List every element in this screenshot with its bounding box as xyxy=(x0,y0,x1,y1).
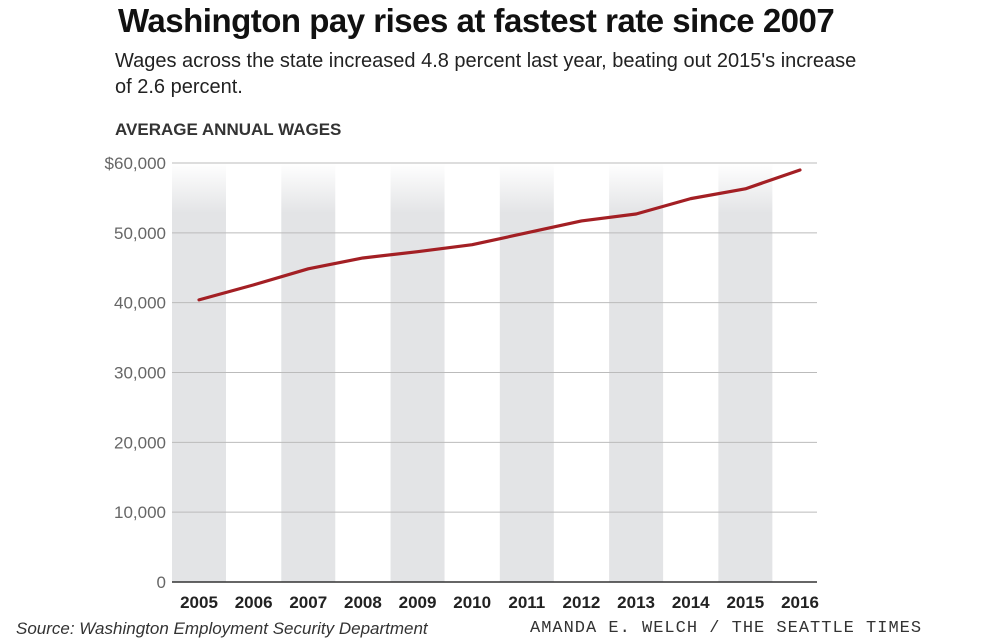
y-tick-label: 20,000 xyxy=(114,433,166,452)
x-tick-label: 2007 xyxy=(289,593,327,612)
x-tick-label: 2010 xyxy=(453,593,491,612)
x-tick-label: 2009 xyxy=(399,593,437,612)
x-tick-label: 2005 xyxy=(180,593,218,612)
y-tick-label: $60,000 xyxy=(105,154,166,173)
credit-note: AMANDA E. WELCH / THE SEATTLE TIMES xyxy=(530,619,922,638)
y-tick-label: 0 xyxy=(157,573,166,592)
y-tick-label: 30,000 xyxy=(114,364,166,383)
source-note: Source: Washington Employment Security D… xyxy=(16,619,428,639)
x-tick-label: 2015 xyxy=(726,593,764,612)
x-tick-label: 2011 xyxy=(508,593,545,612)
x-tick-label: 2016 xyxy=(781,593,819,612)
y-tick-label: 40,000 xyxy=(114,294,166,313)
y-tick-label: 10,000 xyxy=(114,503,166,522)
x-tick-label: 2006 xyxy=(235,593,273,612)
x-tick-label: 2014 xyxy=(672,593,710,612)
x-tick-label: 2012 xyxy=(563,593,601,612)
x-tick-label: 2008 xyxy=(344,593,382,612)
x-tick-label: 2013 xyxy=(617,593,655,612)
y-tick-label: 50,000 xyxy=(114,224,166,243)
